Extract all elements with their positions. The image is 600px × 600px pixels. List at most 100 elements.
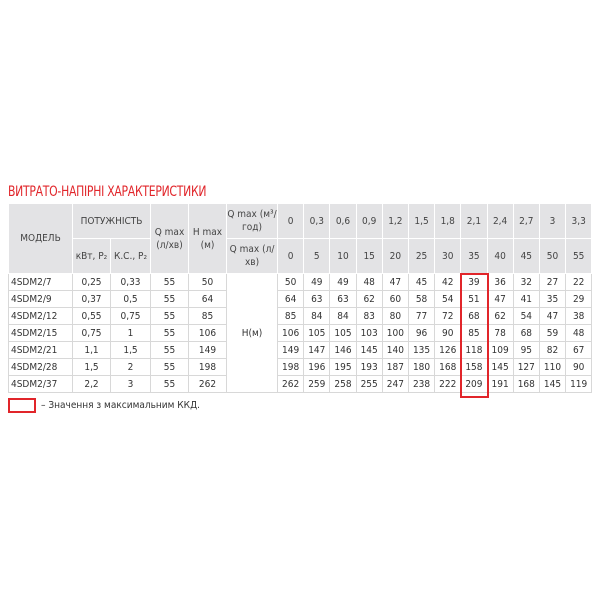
kw-cell: 0,55 (72, 307, 111, 325)
header-q-m3-value: 2,4 (486, 203, 514, 239)
head-value-cell: 196 (303, 358, 331, 376)
hp-cell: 3 (109, 375, 152, 393)
head-value-cell: 222 (434, 375, 462, 393)
performance-table: МОДЕЛЬ ПОТУЖНІСТЬ Q max (л/хв) H max (м)… (8, 203, 593, 393)
head-value-cell: 51 (460, 290, 488, 308)
qmax-cell: 55 (150, 273, 190, 291)
kw-cell: 0,25 (72, 273, 111, 291)
qmax-cell: 55 (150, 375, 190, 393)
hp-cell: 1 (109, 324, 152, 342)
header-q-lmin-value: 20 (381, 238, 409, 274)
hp-cell: 0,33 (109, 273, 152, 291)
head-value-cell: 62 (355, 290, 383, 308)
head-value-cell: 47 (486, 290, 514, 308)
model-cell: 4SDM2/7 (8, 273, 73, 291)
head-value-cell: 67 (565, 341, 593, 359)
header-q-m3-value: 1,8 (434, 203, 462, 239)
head-value-cell: 68 (512, 324, 540, 342)
head-value-cell: 96 (407, 324, 436, 342)
head-value-cell: 127 (512, 358, 540, 376)
header-q-m3-value: 2,7 (512, 203, 540, 239)
head-value-cell: 118 (460, 341, 488, 359)
table-row: 4SDM2/9 0,37 0,5 55 64 64 63 63 62 60 58 54 51 47 41 35… (8, 290, 593, 308)
head-value-cell: 85 (277, 307, 305, 325)
head-value-cell: 22 (565, 273, 593, 291)
header-q-lmin-value: 40 (486, 238, 514, 274)
table-row: 4SDM2/15 0,75 1 55 106 106 105 105 103 100 96 90 85 7… (8, 324, 593, 342)
head-value-cell: 85 (460, 324, 488, 342)
model-cell: 4SDM2/9 (8, 290, 73, 308)
head-value-cell: 126 (434, 341, 462, 359)
head-value-cell: 259 (303, 375, 331, 393)
header-hp: К.С., P₂ (109, 238, 152, 274)
header-q-m3-value: 0,3 (303, 203, 331, 239)
head-value-cell: 103 (355, 324, 383, 342)
model-cell: 4SDM2/15 (8, 324, 73, 342)
header-q-lmin-value: 0 (277, 238, 305, 274)
head-value-cell: 262 (277, 375, 305, 393)
header-q-m3-value: 3 (538, 203, 567, 239)
header-q-lmin-value: 5 (303, 238, 331, 274)
hmax-cell: 262 (188, 375, 228, 393)
kw-cell: 0,75 (72, 324, 111, 342)
table-row: 4SDM2/21 1,1 1,5 55 149 149 147 146 145 140 135 126… (8, 341, 593, 359)
head-value-cell: 36 (486, 273, 514, 291)
head-value-cell: 29 (565, 290, 593, 308)
head-value-cell: 68 (460, 307, 488, 325)
model-cell: 4SDM2/28 (8, 358, 73, 376)
hmax-cell: 50 (188, 273, 228, 291)
kw-cell: 2,2 (72, 375, 111, 393)
kw-cell: 0,37 (72, 290, 111, 308)
head-value-cell: 180 (407, 358, 436, 376)
hp-cell: 2 (109, 358, 152, 376)
legend-text: – Значення з максимальним ККД. (41, 400, 200, 411)
header-model: МОДЕЛЬ (8, 203, 73, 274)
head-value-cell: 147 (303, 341, 331, 359)
head-value-cell: 95 (512, 341, 540, 359)
header-q-lmin-value: 10 (329, 238, 357, 274)
legend-red-box (8, 398, 36, 413)
head-value-cell: 84 (329, 307, 357, 325)
head-value-cell: 48 (355, 273, 383, 291)
hmax-cell: 198 (188, 358, 228, 376)
model-cell: 4SDM2/21 (8, 341, 73, 359)
kw-cell: 1,5 (72, 358, 111, 376)
header-kw: кВт, P₂ (72, 238, 111, 274)
header-q-m3-value: 0,6 (329, 203, 357, 239)
header-q-m3-value: 0,9 (355, 203, 383, 239)
head-value-cell: 145 (538, 375, 567, 393)
head-value-cell: 198 (277, 358, 305, 376)
header-q-m3-value: 3,3 (565, 203, 593, 239)
header-q-lmin-value: 30 (434, 238, 462, 274)
head-value-cell: 209 (460, 375, 488, 393)
header-q-lmin-value: 50 (538, 238, 567, 274)
head-value-cell: 49 (303, 273, 331, 291)
head-value-cell: 168 (512, 375, 540, 393)
head-value-cell: 72 (434, 307, 462, 325)
head-value-cell: 54 (512, 307, 540, 325)
table-row: 4SDM2/37 2,2 3 55 262 262 259 258 255 247 238 222 20… (8, 375, 593, 393)
header-q-lmin-value: 15 (355, 238, 383, 274)
header-q-m3: Q max (м³/год) (226, 203, 279, 239)
head-value-cell: 80 (381, 307, 409, 325)
head-value-cell: 38 (565, 307, 593, 325)
head-value-cell: 39 (460, 273, 488, 291)
head-value-cell: 35 (538, 290, 567, 308)
header-qmax: Q max (л/хв) (150, 203, 190, 274)
head-value-cell: 42 (434, 273, 462, 291)
head-value-cell: 90 (434, 324, 462, 342)
head-value-cell: 135 (407, 341, 436, 359)
head-value-cell: 84 (303, 307, 331, 325)
head-value-cell: 32 (512, 273, 540, 291)
header-q-m3-value: 1,5 (407, 203, 436, 239)
head-value-cell: 100 (381, 324, 409, 342)
hmax-cell: 149 (188, 341, 228, 359)
head-value-cell: 47 (538, 307, 567, 325)
head-value-cell: 27 (538, 273, 567, 291)
hp-cell: 1,5 (109, 341, 152, 359)
qmax-cell: 55 (150, 290, 190, 308)
head-value-cell: 168 (434, 358, 462, 376)
header-power: ПОТУЖНІСТЬ (71, 203, 152, 239)
head-value-cell: 83 (355, 307, 383, 325)
head-value-cell: 59 (538, 324, 567, 342)
